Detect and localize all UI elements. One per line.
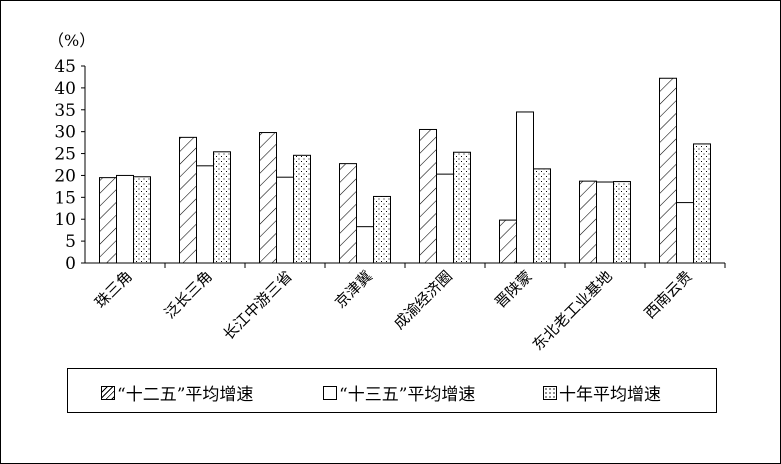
y-tick-label: 5: [65, 232, 76, 252]
x-tick-label: 泛长三角: [161, 267, 216, 322]
bar-1: [259, 132, 277, 264]
bar-1: [99, 177, 117, 264]
x-tick-label: 京津冀: [331, 267, 376, 312]
bar-2: [516, 111, 534, 264]
y-tick-label: 35: [54, 101, 76, 121]
dots-swatch-icon: [543, 385, 557, 400]
y-tick-label: 15: [54, 188, 76, 208]
legend-label-series-1: “十二五”平均增速: [117, 385, 254, 405]
bar-1: [499, 219, 517, 264]
legend-item-series-1: “十二五”平均增速: [101, 380, 253, 405]
bar-1: [419, 128, 437, 264]
bar-3: [693, 143, 711, 264]
bar-3: [293, 154, 311, 264]
y-tick-label: 25: [54, 145, 76, 165]
legend-item-series-3: 十年平均增速: [543, 380, 661, 405]
x-tick-label: 长江中游三省: [219, 267, 295, 343]
x-tick-label: 西南云贵: [641, 267, 696, 322]
bar-2: [356, 226, 374, 264]
bar-2: [596, 181, 614, 264]
legend-label-series-2: “十三五”平均增速: [339, 385, 476, 405]
x-tick-label: 东北老工业基地: [529, 267, 616, 354]
bar-1: [179, 136, 197, 264]
y-tick-label: 30: [54, 123, 76, 143]
bar-2: [196, 165, 214, 264]
bar-1: [339, 163, 357, 264]
y-tick-label: 45: [54, 57, 76, 77]
bar-2: [276, 176, 294, 264]
bar-1: [659, 77, 677, 264]
bar-3: [613, 181, 631, 264]
bar-2: [436, 173, 454, 264]
y-tick-label: 20: [54, 166, 76, 186]
bar-2: [676, 202, 694, 264]
bar-3: [453, 151, 471, 264]
bar-3: [373, 195, 391, 264]
y-tick-label: 10: [54, 210, 76, 230]
x-tick-label: 珠三角: [91, 267, 136, 312]
bar-3: [213, 151, 231, 264]
bar-3: [533, 168, 551, 264]
hatch-swatch-icon: [101, 385, 115, 400]
x-tick-label: 成渝经济圈: [390, 267, 456, 333]
x-tick-label: 晋陕蒙: [491, 267, 536, 312]
y-unit-label: （%）: [48, 31, 95, 50]
blank-swatch-icon: [323, 385, 337, 400]
legend: “十二五”平均增速 “十三五”平均增速 十年平均增速: [67, 368, 717, 413]
y-tick-label: 0: [65, 254, 76, 274]
bar-3: [133, 176, 151, 264]
bar-1: [579, 180, 597, 264]
y-tick-label: 40: [54, 79, 76, 99]
legend-item-series-2: “十三五”平均增速: [323, 380, 475, 405]
bar-2: [116, 174, 134, 264]
legend-label-series-3: 十年平均增速: [559, 385, 661, 405]
